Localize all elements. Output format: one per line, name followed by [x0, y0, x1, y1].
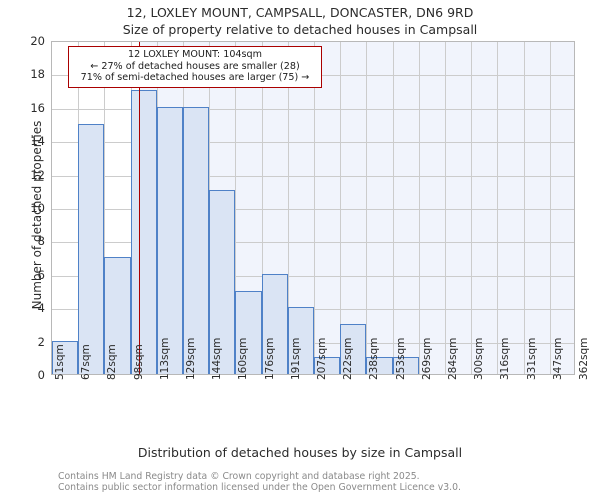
x-axis-tick-label-text: 300sqm [473, 337, 486, 380]
x-axis-tick-label-text: 238sqm [368, 337, 381, 380]
y-axis-tick-label: 8 [37, 234, 45, 249]
x-axis-tick-label-text: 253sqm [394, 337, 407, 380]
histogram-bar [314, 357, 341, 374]
y-axis-tick-label: 20 [30, 34, 45, 48]
histogram-bar [209, 190, 236, 374]
annotation-line-3: 71% of semi-detached houses are larger (… [80, 72, 310, 83]
histogram-bar [287, 307, 314, 374]
y-axis-tick-label: 6 [37, 267, 45, 282]
title-line-1: 12, LOXLEY MOUNT, CAMPSALL, DONCASTER, D… [126, 5, 474, 20]
annotation-line-2: ← 27% of detached houses are smaller (28… [90, 60, 300, 72]
x-axis-tick-label-text: 222sqm [342, 337, 355, 380]
histogram-bar [366, 357, 393, 374]
x-axis-tick-label-text: 113sqm [158, 337, 171, 380]
footer-line-2: Contains public sector information licen… [58, 482, 461, 493]
y-axis-tick-label: 12 [30, 167, 45, 182]
histogram-bar [156, 106, 183, 374]
plot-area [51, 41, 575, 375]
x-axis-tick-label-text: 144sqm [211, 337, 224, 380]
histogram-bar [340, 323, 367, 374]
x-axis-tick-label-text: 82sqm [106, 344, 119, 380]
histogram-bar [130, 90, 157, 374]
attribution-footer: Contains HM Land Registry data © Crown c… [58, 471, 598, 493]
y-axis-tick-label: 0 [37, 368, 45, 382]
property-size-marker-line [138, 42, 141, 374]
x-axis-tick-label-text: 269sqm [420, 337, 433, 380]
annotation-line-1: 12 LOXLEY MOUNT: 104sqm [128, 49, 262, 60]
histogram-bar [183, 106, 210, 374]
x-axis-tick-label-text: 98sqm [132, 344, 145, 380]
histogram-bar [392, 357, 419, 374]
x-axis-tick-label-text: 191sqm [289, 337, 302, 380]
y-axis-tick-label: 10 [30, 201, 45, 215]
footer-line-1: Contains HM Land Registry data © Crown c… [58, 471, 420, 482]
x-axis-tick-label-text: 362sqm [578, 337, 590, 380]
x-axis-title: Distribution of detached houses by size … [137, 445, 463, 460]
x-axis-tick-label-text: 51sqm [54, 344, 66, 380]
x-axis-tick-label-text: 67sqm [80, 344, 93, 380]
histogram-bar [52, 340, 79, 374]
y-axis-tick-label: 4 [37, 301, 45, 316]
y-axis-tick-label: 2 [37, 334, 45, 349]
x-axis-tick-label-text: 331sqm [525, 337, 538, 380]
x-axis-tick-label-text: 316sqm [499, 337, 512, 380]
histogram-bars [52, 42, 574, 374]
y-axis-tick-label: 16 [30, 100, 45, 115]
y-axis-tick-label: 14 [30, 134, 45, 149]
x-axis-tick-label-text: 129sqm [185, 337, 197, 380]
histogram-bar [104, 257, 131, 374]
x-axis-tick-label-text: 160sqm [237, 337, 250, 380]
histogram-bar [261, 273, 288, 374]
x-axis-tick-label-text: 347sqm [551, 337, 564, 380]
histogram-bar [235, 290, 262, 374]
property-annotation-callout: 12 LOXLEY MOUNT: 104sqm ← 27% of detache… [68, 46, 322, 88]
y-axis-tick-label: 18 [30, 67, 45, 82]
x-axis-tick-label-text: 207sqm [316, 337, 328, 380]
chart-title: 12, LOXLEY MOUNT, CAMPSALL, DONCASTER, D… [0, 4, 600, 38]
histogram-bar [78, 123, 105, 374]
x-axis-tick-label-text: 284sqm [447, 337, 459, 380]
title-line-2: Size of property relative to detached ho… [122, 22, 478, 37]
x-axis-tick-label-text: 176sqm [263, 337, 276, 380]
